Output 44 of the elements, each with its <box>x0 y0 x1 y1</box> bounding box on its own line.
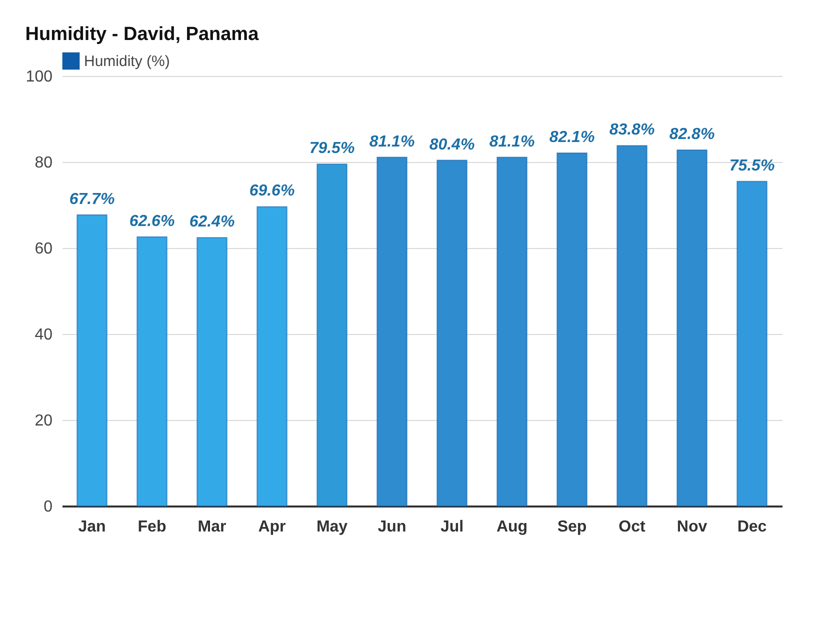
data-label: 67.7% <box>69 190 115 208</box>
bar <box>616 145 648 506</box>
bar <box>316 164 348 506</box>
y-tick-label: 60 <box>34 240 53 258</box>
bar <box>556 152 588 506</box>
data-label: 81.1% <box>369 133 415 150</box>
data-label: 80.4% <box>429 136 475 154</box>
x-tick-label: Jul <box>440 518 464 536</box>
x-tick-label: Mar <box>198 518 226 536</box>
y-tick-label: 20 <box>34 412 53 430</box>
x-tick-label: Jan <box>78 518 106 536</box>
x-tick-label: Oct <box>618 518 646 536</box>
data-label: 62.4% <box>189 214 235 231</box>
y-tick-label: 40 <box>34 326 53 344</box>
bar <box>76 214 108 506</box>
bar <box>256 206 288 506</box>
text: Humidity (%) <box>84 53 170 70</box>
x-tick-label: Jun <box>378 518 406 536</box>
x-tick-label: Nov <box>676 518 708 536</box>
y-tick-label: 100 <box>26 68 53 86</box>
data-label: 62.6% <box>129 212 175 230</box>
bar <box>496 156 528 506</box>
data-label: 69.6% <box>249 182 295 200</box>
chart-title: Humidity - David, Panama <box>25 24 260 45</box>
y-tick-label: 0 <box>44 498 53 516</box>
bar <box>436 160 468 506</box>
x-tick-label: May <box>316 518 348 536</box>
data-label: 75.5% <box>729 157 775 174</box>
bar <box>196 237 228 506</box>
bar <box>136 236 168 506</box>
x-tick-label: Feb <box>138 518 166 536</box>
y-tick-label: 80 <box>34 154 53 172</box>
data-label: 82.8% <box>669 126 715 143</box>
bar <box>736 180 768 506</box>
data-label: 83.8% <box>609 122 655 139</box>
x-tick-label: Apr <box>258 518 286 536</box>
bar <box>676 149 708 506</box>
data-label: 79.5% <box>309 140 355 158</box>
x-tick-label: Sep <box>557 518 587 536</box>
data-label: 82.1% <box>549 128 595 146</box>
bar <box>376 156 408 506</box>
x-tick-label: Aug <box>496 518 528 536</box>
x-tick-label: Dec <box>737 518 767 536</box>
data-label: 81.1% <box>489 133 535 150</box>
